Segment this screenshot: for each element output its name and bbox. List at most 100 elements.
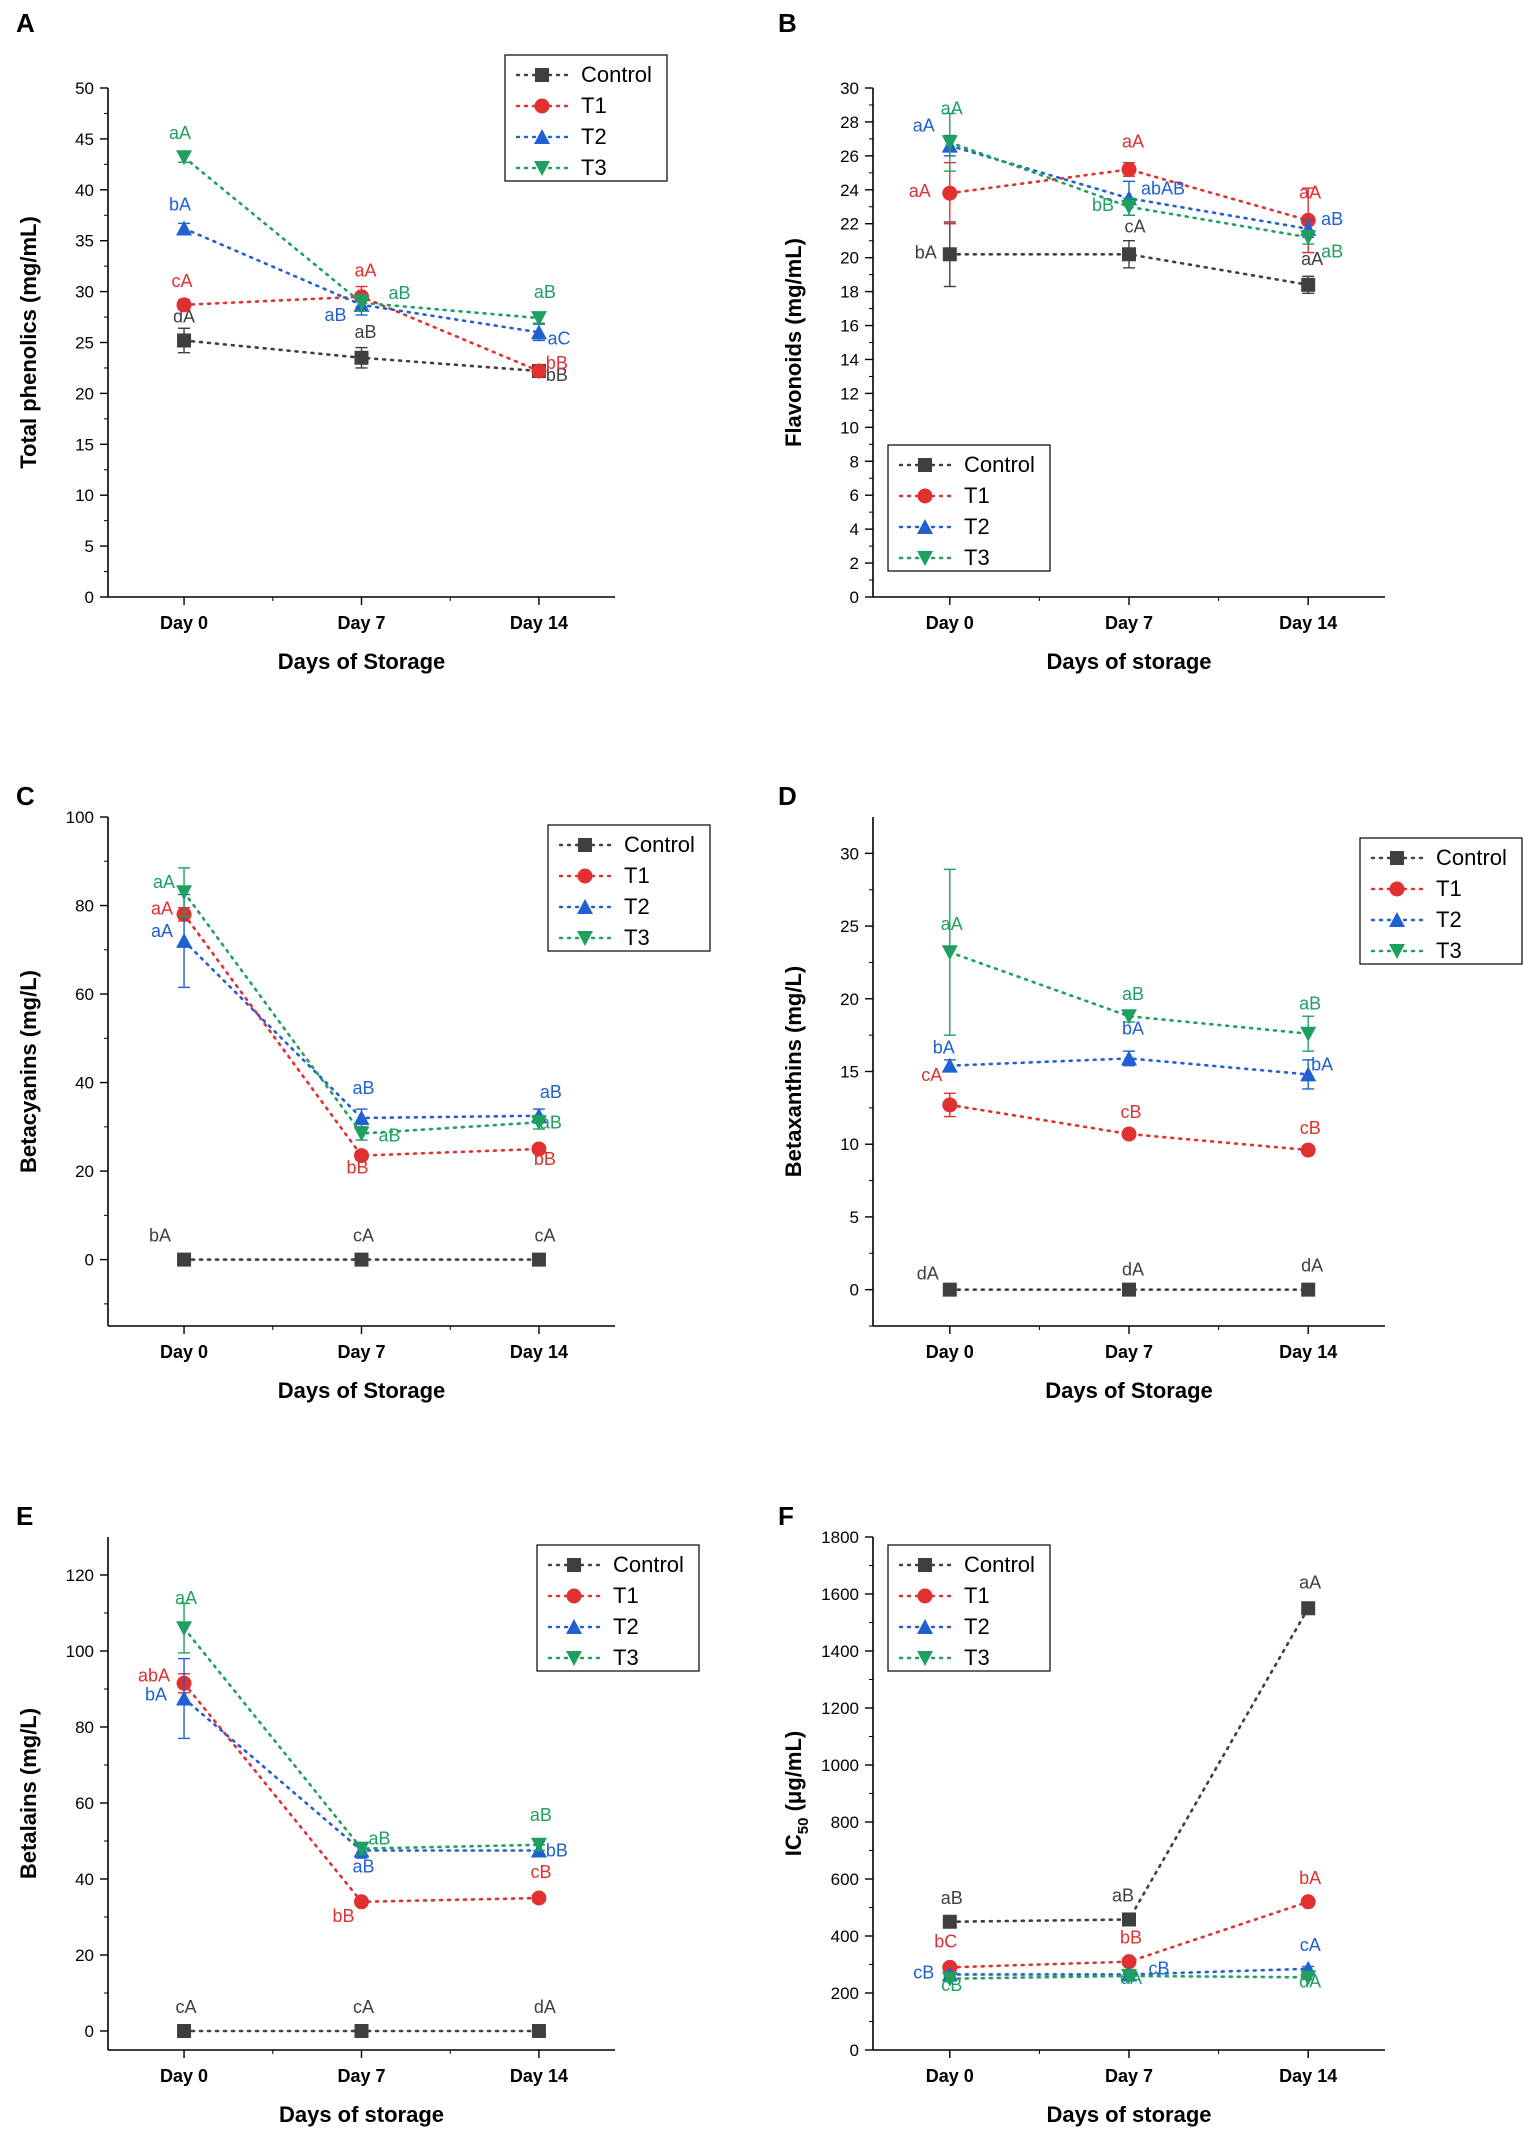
data-label: aB xyxy=(368,1829,390,1849)
data-label: bA xyxy=(1311,1054,1333,1074)
x-tick-label: Day 14 xyxy=(510,613,568,633)
data-label: aB xyxy=(540,1112,562,1132)
data-point xyxy=(941,945,958,961)
y-tick-label: 15 xyxy=(75,435,94,454)
legend-marker xyxy=(918,1558,932,1572)
panel-letter: C xyxy=(16,781,35,811)
legend-marker xyxy=(535,68,549,82)
legend-item-t2: T2 xyxy=(1370,907,1462,932)
data-label: aB xyxy=(534,282,556,302)
data-point xyxy=(531,1890,547,1906)
series-line xyxy=(948,140,1310,239)
legend-label: Control xyxy=(613,1552,684,1577)
legend: Control T1 T2 T3 xyxy=(887,444,1051,572)
y-tick-label: 0 xyxy=(85,588,94,607)
data-label: bB xyxy=(546,1841,568,1861)
y-tick-label: 1400 xyxy=(821,1642,859,1661)
y-tick-label: 8 xyxy=(850,452,859,471)
data-label: aB xyxy=(378,1125,400,1145)
data-label: aA xyxy=(151,898,173,918)
data-label: aA xyxy=(1299,182,1321,202)
x-tick-label: Day 14 xyxy=(1279,613,1337,633)
legend-label: T3 xyxy=(624,925,650,950)
data-point xyxy=(530,1115,547,1131)
legend-item-t1: T1 xyxy=(1370,876,1462,901)
data-label: aA xyxy=(175,1588,197,1608)
legend-item-t1: T1 xyxy=(547,1583,639,1608)
data-label: dA xyxy=(1122,1260,1144,1280)
legend-label: T1 xyxy=(1436,876,1462,901)
data-label: aB xyxy=(941,1888,963,1908)
y-tick-label: 30 xyxy=(75,283,94,302)
legend-marker xyxy=(1390,851,1404,865)
y-tick-label: 5 xyxy=(85,537,94,556)
y-tick-label: 0 xyxy=(85,2022,94,2041)
y-tick-label: 50 xyxy=(75,79,94,98)
data-label: aB xyxy=(1299,994,1321,1014)
data-label: aB xyxy=(352,1078,374,1098)
y-tick-label: 1800 xyxy=(821,1528,859,1547)
data-point xyxy=(354,1148,369,1164)
series-t2: aA aB aB xyxy=(151,893,562,1128)
series-control: bA cA aA xyxy=(915,216,1323,294)
data-point xyxy=(1121,1954,1137,1970)
y-tick-label: 5 xyxy=(850,1208,859,1227)
series-control: bA cA cA xyxy=(149,1226,555,1267)
data-point xyxy=(353,1109,370,1125)
y-axis-title: Betacyanins (mg/L) xyxy=(16,970,41,1173)
legend-item-t2: T2 xyxy=(547,1614,639,1639)
legend-label: T2 xyxy=(964,514,990,539)
y-tick-label: 10 xyxy=(840,418,859,437)
data-point xyxy=(1300,1026,1317,1042)
legend-box xyxy=(504,54,668,182)
data-point xyxy=(942,1914,957,1929)
series-control: dA dA dA xyxy=(917,1256,1323,1297)
series-t3: aA aB aB xyxy=(169,123,556,327)
data-label: aB xyxy=(388,283,410,303)
series-t3: aA aB aB xyxy=(175,1588,552,1857)
y-tick-label: 1600 xyxy=(821,1585,859,1604)
data-point xyxy=(354,1252,369,1267)
x-tick-label: Day 14 xyxy=(510,2066,568,2086)
data-label: cA xyxy=(176,1997,197,2017)
y-tick-label: 25 xyxy=(840,917,859,936)
data-point xyxy=(176,1690,193,1706)
data-label: aA xyxy=(151,921,173,941)
data-label: dA xyxy=(917,1264,939,1284)
legend-box xyxy=(887,1544,1051,1672)
chart-panel-c: C 0 20 40 60 80 100 Day 0 Day 7 Day 14 Days of Sto… xyxy=(16,781,711,1403)
data-label: cA xyxy=(1124,216,1145,236)
legend-item-t3: T3 xyxy=(898,545,990,570)
data-point xyxy=(176,297,192,313)
legend: Control T1 T2 T3 xyxy=(504,54,668,182)
data-label: bB xyxy=(332,1906,354,1926)
x-tick-label: Day 0 xyxy=(160,613,208,633)
x-tick-label: Day 7 xyxy=(1105,2066,1153,2086)
legend-label: T1 xyxy=(613,1583,639,1608)
y-tick-label: 15 xyxy=(840,1063,859,1082)
data-point xyxy=(531,1252,546,1267)
y-tick-label: 24 xyxy=(840,181,859,200)
y-tick-label: 14 xyxy=(840,350,859,369)
legend-marker xyxy=(577,899,593,914)
series-t1: cA aA bB xyxy=(172,261,568,379)
legend-marker xyxy=(1389,912,1405,927)
data-label: aA xyxy=(1122,131,1144,151)
legend: Control T1 T2 T3 xyxy=(536,1544,700,1672)
legend-label: T2 xyxy=(581,124,607,149)
data-point xyxy=(531,2024,546,2038)
legend-marker xyxy=(534,129,550,144)
series-t1: aA aA aA xyxy=(909,131,1321,254)
legend-marker xyxy=(917,488,933,504)
legend-label: T1 xyxy=(581,93,607,118)
panel-letter: F xyxy=(778,1501,794,1531)
legend-item-control: Control xyxy=(898,452,1035,477)
x-tick-label: Day 7 xyxy=(1105,613,1153,633)
y-tick-label: 22 xyxy=(840,215,859,234)
data-point xyxy=(941,1971,958,1987)
y-tick-label: 60 xyxy=(75,985,94,1004)
data-point xyxy=(176,150,193,166)
y-tick-label: 18 xyxy=(840,283,859,302)
legend-item-t1: T1 xyxy=(558,863,650,888)
x-tick-label: Day 0 xyxy=(160,2066,208,2086)
